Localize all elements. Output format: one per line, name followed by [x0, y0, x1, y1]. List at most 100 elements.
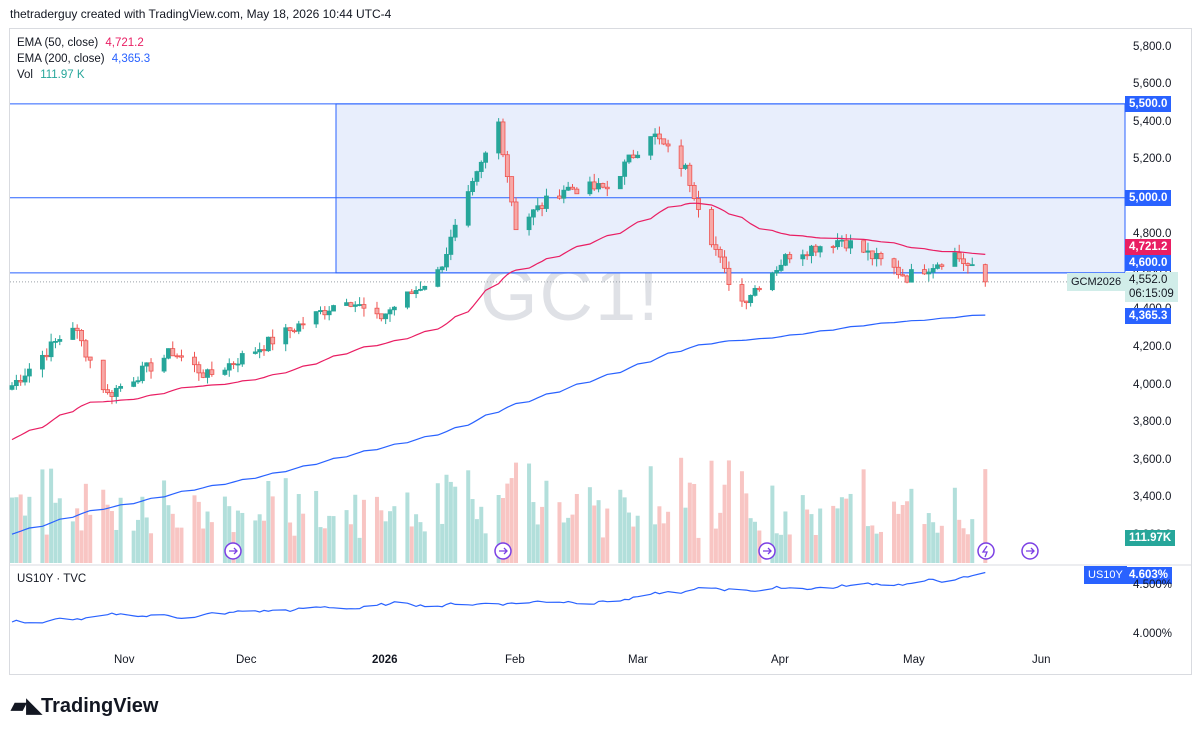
- candle-body: [374, 307, 380, 315]
- candle-body: [265, 336, 271, 352]
- candle-body: [174, 355, 180, 358]
- volume-bar: [301, 513, 306, 563]
- volume-bar: [53, 502, 58, 563]
- volume-bar: [961, 528, 966, 563]
- legend-ema50-label: EMA (50, close): [17, 37, 99, 49]
- volume-bar: [813, 535, 818, 563]
- candle-body: [44, 354, 50, 358]
- volume-bar: [726, 460, 731, 563]
- volume-bar: [288, 522, 293, 563]
- x-label-may: May: [903, 654, 925, 666]
- candle-body: [713, 244, 719, 250]
- candle-body: [739, 284, 745, 302]
- candle-body: [378, 313, 384, 320]
- x-label-dec: Dec: [236, 654, 257, 666]
- volume-bar: [40, 469, 45, 563]
- candle-body: [748, 294, 754, 304]
- us10y-line: [11, 571, 986, 624]
- candle-body: [209, 369, 215, 375]
- candle-body: [817, 246, 823, 253]
- volume-bar: [14, 497, 19, 563]
- volume-bar: [757, 530, 762, 563]
- candle-body: [557, 195, 562, 199]
- volume-bar: [179, 527, 184, 563]
- volume-bar: [414, 514, 419, 563]
- candle-body: [756, 287, 762, 291]
- volume-bar: [922, 524, 927, 563]
- volume-bar: [722, 484, 727, 563]
- candle-body: [387, 309, 393, 315]
- candle-body: [348, 302, 354, 307]
- volume-bar: [965, 534, 970, 563]
- volume-bar: [818, 508, 823, 563]
- candle-body: [226, 363, 232, 371]
- candle-body: [596, 183, 601, 190]
- candle-body: [148, 362, 154, 372]
- volume-bar: [787, 534, 792, 563]
- candle-body: [848, 240, 853, 249]
- us10y-symbol-tag: US10Y: [1084, 566, 1127, 584]
- candle-body: [535, 205, 541, 211]
- volume-bar: [109, 511, 114, 563]
- volume-bar: [879, 531, 883, 563]
- candle-body: [22, 375, 28, 383]
- candle-body: [413, 290, 419, 295]
- volume-bar: [322, 528, 327, 563]
- candle-body: [409, 291, 415, 295]
- candle-body: [465, 191, 471, 226]
- price-tick-label: 3,800.0: [1133, 416, 1172, 429]
- candle-body: [961, 258, 966, 265]
- volume-bar: [209, 522, 214, 563]
- candle-body: [344, 302, 349, 306]
- legend-ema50[interactable]: EMA (50, close) 4,721.2: [17, 35, 144, 51]
- candle-body: [587, 181, 593, 195]
- volume-bar: [648, 466, 653, 563]
- legend-volume[interactable]: Vol 111.97 K: [17, 67, 85, 83]
- candle-body: [600, 183, 606, 188]
- candle-body: [435, 269, 441, 287]
- volume-bar: [88, 514, 93, 563]
- candle-body: [357, 304, 363, 306]
- price-tick-label: 4,800.0: [1133, 228, 1172, 241]
- volume-bar: [574, 493, 579, 563]
- volume-bar: [713, 528, 718, 563]
- volume-bar: [383, 521, 388, 563]
- dividend-marker-icon: [977, 542, 995, 560]
- ema50-line: [11, 202, 986, 441]
- volume-bar: [70, 521, 75, 563]
- candle-body: [878, 253, 884, 260]
- volume-bar: [896, 513, 901, 563]
- us10y-tick-450: 4.500%: [1133, 579, 1173, 591]
- candle-body: [292, 330, 297, 333]
- candle-body: [574, 188, 580, 195]
- candle-body: [626, 154, 632, 163]
- candle-body: [687, 164, 693, 186]
- candle-body: [352, 304, 358, 307]
- volume-bar: [596, 500, 601, 563]
- volume-bar: [379, 510, 384, 563]
- symbol-tag: GCM2026: [1067, 273, 1126, 291]
- legend-ema50-value: 4,721.2: [105, 37, 144, 49]
- volume-bar: [23, 515, 28, 563]
- last-price-value: 4,552.0: [1129, 274, 1168, 286]
- volume-bar: [144, 517, 149, 563]
- candle-body: [622, 161, 628, 177]
- candle-body: [322, 310, 328, 316]
- volume-bar: [622, 497, 627, 563]
- legend-ema200[interactable]: EMA (200, close) 4,365.3: [17, 51, 150, 67]
- candle-body: [196, 364, 202, 374]
- volume-bar: [957, 519, 962, 563]
- volume-bar: [509, 478, 514, 563]
- candle-body: [561, 189, 567, 199]
- ema50-tag: 4,721.2: [1125, 239, 1172, 255]
- tradingview-logo[interactable]: ▰◣TradingView: [11, 693, 158, 718]
- tradingview-logo-text: TradingView: [41, 695, 159, 717]
- chart-frame[interactable]: [9, 28, 1192, 675]
- candle-body: [804, 254, 810, 257]
- candle-body: [53, 341, 58, 343]
- x-label-nov: Nov: [114, 654, 135, 666]
- candle-body: [118, 386, 124, 389]
- volume-bar: [679, 457, 684, 563]
- candle-body: [26, 368, 32, 377]
